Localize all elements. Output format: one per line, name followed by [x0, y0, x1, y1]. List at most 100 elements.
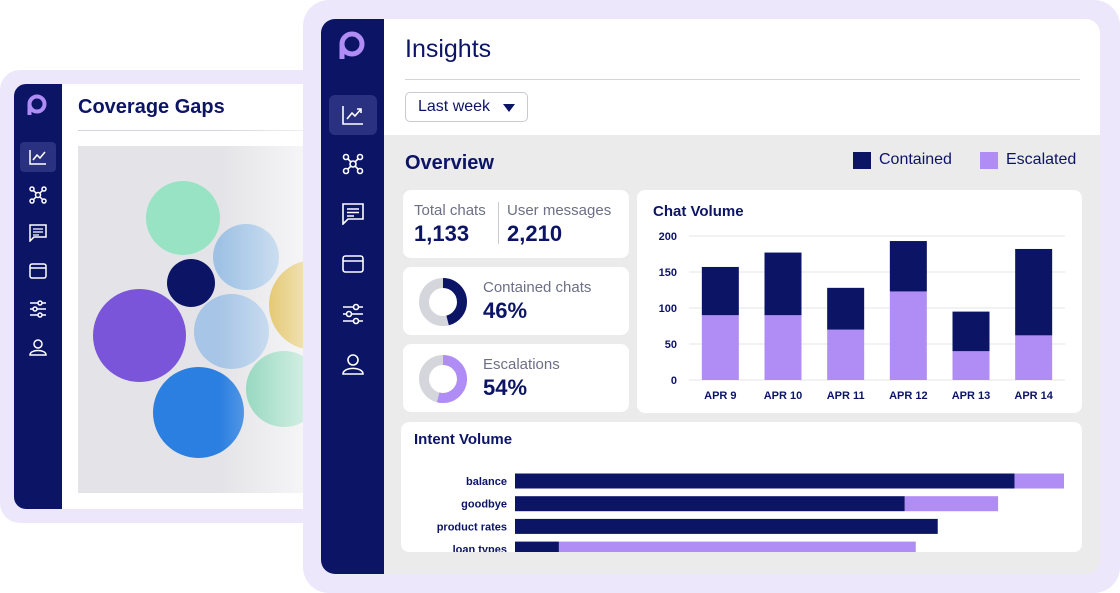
y-tick-label: 100 — [659, 303, 677, 315]
x-tick-label: APR 11 — [827, 390, 865, 402]
contained-chats-label: Contained chats — [483, 279, 592, 296]
message-icon — [29, 224, 47, 242]
bar-contained[interactable] — [827, 287, 865, 330]
back-sidebar — [14, 84, 62, 509]
bar-contained[interactable] — [952, 311, 990, 352]
back-nav-settings[interactable] — [20, 294, 56, 324]
x-tick-label: APR 9 — [704, 390, 736, 402]
y-tick-label: 150 — [659, 267, 677, 279]
nav-messages[interactable] — [329, 194, 377, 234]
sliders-icon — [30, 300, 46, 318]
user-icon — [342, 354, 364, 375]
intent-bar-escalated[interactable] — [558, 541, 916, 557]
back-nav-profile[interactable] — [20, 332, 56, 362]
chart-icon — [29, 150, 46, 165]
bar-escalated[interactable] — [827, 329, 865, 380]
intent-volume-chart: Intent Volume balance goodbye product rate… — [414, 431, 1064, 557]
chevron-down-icon — [503, 104, 515, 112]
total-chats-value: 1,133 — [414, 221, 470, 246]
y-tick-label: 0 — [671, 375, 677, 387]
kpi-divider — [498, 202, 499, 244]
intent-label: goodbye — [461, 499, 507, 511]
intent-bar-contained[interactable] — [515, 518, 938, 534]
escalations-donut-fill — [419, 355, 467, 403]
contained-donut — [419, 278, 467, 326]
contained-card: Contained chats 46% — [403, 267, 629, 335]
legend-label-contained: Contained — [879, 151, 952, 168]
topic-bubble[interactable] — [167, 259, 215, 307]
intent-bar-contained[interactable] — [515, 541, 559, 557]
legend-swatch-escalated — [980, 151, 998, 169]
bar-contained[interactable] — [889, 241, 927, 292]
intent-label: product rates — [437, 521, 507, 533]
bar-escalated[interactable] — [952, 351, 990, 380]
coverage-gaps-window: Coverage Gaps — [14, 84, 330, 509]
chat-volume-chart: Chat Volume 0 50 100 150 200 APR 9 APR 10 APR 1… — [653, 203, 1065, 402]
bar-contained[interactable] — [764, 252, 802, 316]
app-logo-icon — [339, 31, 365, 59]
x-tick-label: APR 13 — [952, 390, 991, 402]
intent-bar-contained[interactable] — [515, 473, 1015, 489]
card-icon — [29, 263, 47, 279]
page-header: Insights Last week — [384, 19, 1100, 135]
y-tick-label: 200 — [659, 231, 677, 243]
bar-escalated[interactable] — [764, 315, 802, 380]
nav-network[interactable] — [329, 144, 377, 184]
date-range-value: Last week — [418, 98, 491, 115]
back-nav-chart[interactable] — [20, 142, 56, 172]
contained-chats-value: 46% — [483, 298, 528, 323]
intent-bar-contained[interactable] — [515, 496, 905, 512]
legend-contained: Contained — [853, 151, 952, 169]
escalations-donut — [419, 355, 467, 403]
network-icon — [29, 186, 47, 204]
bar-escalated[interactable] — [1015, 335, 1053, 380]
chat-volume-card: Chat Volume 0 50 100 150 200 APR 9 APR 10 APR 1… — [637, 190, 1082, 413]
bar-escalated[interactable] — [701, 315, 739, 380]
intent-volume-title: Intent Volume — [414, 431, 512, 448]
date-range-select[interactable]: Last week — [405, 92, 528, 122]
back-divider — [78, 130, 330, 131]
insights-window: Insights Last week Overview Contained Es… — [321, 19, 1100, 574]
message-icon — [342, 203, 364, 225]
user-messages-label: User messages — [507, 202, 612, 219]
intent-bar-escalated[interactable] — [1014, 473, 1064, 489]
chart-icon — [342, 106, 363, 125]
bar-contained[interactable] — [701, 266, 739, 316]
sliders-icon — [343, 303, 363, 325]
topic-bubble[interactable] — [146, 181, 220, 255]
intent-label: loan types — [453, 544, 507, 552]
user-messages-value: 2,210 — [507, 221, 563, 246]
escalations-card: Escalations 54% — [403, 344, 629, 412]
y-tick-label: 50 — [665, 339, 677, 351]
back-nav-network[interactable] — [20, 180, 56, 210]
back-nav-card[interactable] — [20, 256, 56, 286]
network-icon — [342, 153, 364, 175]
coverage-gaps-title: Coverage Gaps — [78, 96, 225, 118]
nav-profile[interactable] — [329, 344, 377, 384]
legend-label-escalated: Escalated — [1006, 151, 1077, 168]
card-icon — [342, 255, 364, 273]
bar-escalated[interactable] — [889, 291, 927, 380]
x-tick-label: APR 12 — [889, 390, 928, 402]
intent-bar-escalated[interactable] — [904, 496, 999, 512]
sidebar — [321, 19, 384, 574]
nav-card[interactable] — [329, 244, 377, 284]
escalations-value: 54% — [483, 375, 528, 400]
total-chats-label: Total chats — [414, 202, 486, 219]
totals-card: Total chats 1,133 User messages 2,210 — [403, 190, 629, 258]
nav-insights[interactable] — [329, 95, 377, 135]
user-icon — [29, 339, 47, 356]
x-tick-label: APR 14 — [1014, 390, 1053, 402]
contained-donut-fill — [419, 278, 467, 326]
legend-escalated: Escalated — [980, 151, 1076, 169]
nav-settings[interactable] — [329, 294, 377, 334]
intent-label: balance — [466, 476, 507, 488]
intent-volume-card: Intent Volume balance goodbye product rate… — [401, 422, 1082, 557]
back-nav-messages[interactable] — [20, 218, 56, 248]
legend-swatch-contained — [853, 151, 871, 169]
header-divider — [405, 79, 1080, 80]
topic-bubble[interactable] — [93, 289, 186, 382]
page-title: Insights — [405, 35, 492, 63]
overview-title: Overview — [405, 152, 494, 174]
bar-contained[interactable] — [1015, 248, 1053, 336]
